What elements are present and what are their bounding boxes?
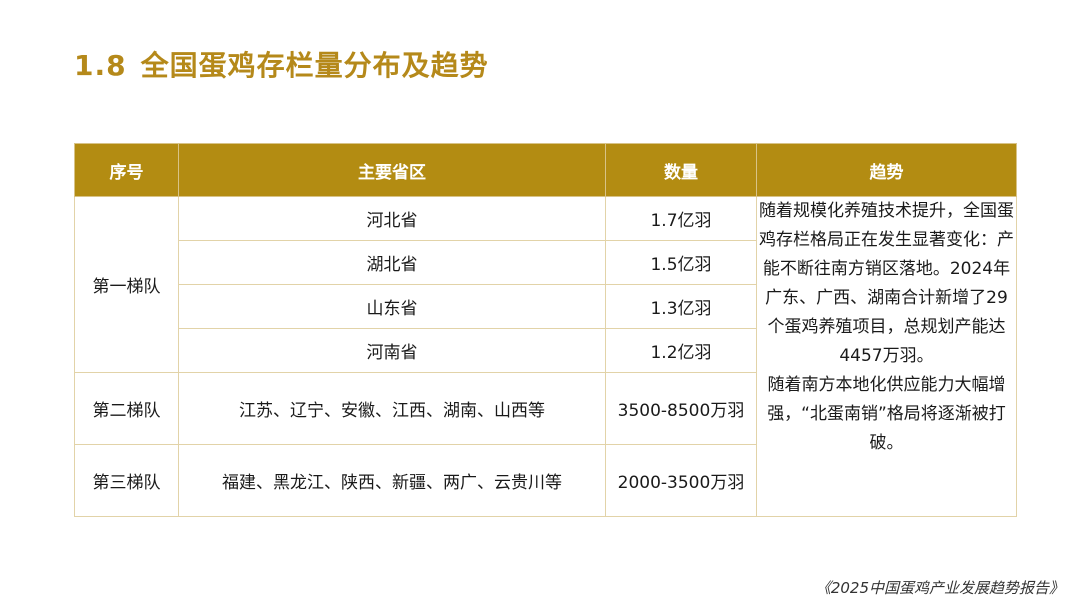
header-quantity: 数量 bbox=[605, 143, 757, 197]
section-number: 1.8 bbox=[74, 49, 127, 82]
table-row: 湖北省 1.5亿羽 bbox=[75, 240, 1017, 285]
tier2-provinces: 江苏、辽宁、安徽、江西、湖南、山西等 bbox=[178, 372, 606, 445]
page-title: 1.8 全国蛋鸡存栏量分布及趋势 bbox=[74, 44, 489, 84]
table-row: 山东省 1.3亿羽 bbox=[75, 284, 1017, 329]
header-index: 序号 bbox=[74, 143, 179, 197]
quantity-cell: 1.2亿羽 bbox=[605, 328, 757, 373]
quantity-cell: 1.7亿羽 bbox=[605, 196, 757, 241]
table-header-row: 序号 主要省区 数量 趋势 bbox=[74, 143, 1017, 197]
report-footer: 《2025中国蛋鸡产业发展趋势报告》 bbox=[815, 579, 1064, 597]
distribution-table: 序号 主要省区 数量 趋势 第一梯队 河北省 1.7亿羽 随着规模化养殖技术提升… bbox=[74, 143, 1017, 517]
section-title: 全国蛋鸡存栏量分布及趋势 bbox=[140, 49, 489, 82]
province-cell: 湖北省 bbox=[178, 240, 606, 285]
province-cell: 河北省 bbox=[178, 196, 606, 241]
trend-paragraph-1: 随着规模化养殖技术提升，全国蛋鸡存栏格局正在发生显著变化：产能不断往南方销区落地… bbox=[759, 201, 1014, 366]
tier2-quantity: 3500-8500万羽 bbox=[605, 372, 757, 445]
table-row: 第二梯队 江苏、辽宁、安徽、江西、湖南、山西等 3500-8500万羽 bbox=[74, 372, 1017, 445]
quantity-cell: 1.5亿羽 bbox=[605, 240, 757, 285]
tier3-provinces: 福建、黑龙江、陕西、新疆、两广、云贵川等 bbox=[178, 444, 606, 517]
province-cell: 山东省 bbox=[178, 284, 606, 329]
tier3-quantity: 2000-3500万羽 bbox=[605, 444, 757, 517]
tier3-label: 第三梯队 bbox=[74, 444, 179, 517]
tier1-label: 第一梯队 bbox=[74, 196, 179, 373]
tier2-label: 第二梯队 bbox=[74, 372, 179, 445]
trend-paragraph-2: 随着南方本地化供应能力大幅增强，“北蛋南销”格局将逐渐被打破。 bbox=[767, 375, 1006, 453]
table-row: 河南省 1.2亿羽 bbox=[75, 328, 1017, 373]
quantity-cell: 1.3亿羽 bbox=[605, 284, 757, 329]
header-trend: 趋势 bbox=[756, 143, 1017, 197]
table-row: 第三梯队 福建、黑龙江、陕西、新疆、两广、云贵川等 2000-3500万羽 bbox=[74, 444, 1017, 517]
header-provinces: 主要省区 bbox=[178, 143, 606, 197]
province-cell: 河南省 bbox=[178, 328, 606, 373]
table-row: 第一梯队 河北省 1.7亿羽 随着规模化养殖技术提升，全国蛋鸡存栏格局正在发生显… bbox=[74, 196, 1017, 517]
trend-cell: 随着规模化养殖技术提升，全国蛋鸡存栏格局正在发生显著变化：产能不断往南方销区落地… bbox=[756, 196, 1017, 517]
